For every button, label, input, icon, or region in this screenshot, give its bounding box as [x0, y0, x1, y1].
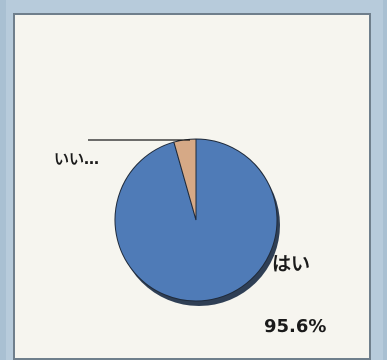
slice-label-no: いい…	[54, 150, 99, 168]
slice-label-yes: はい	[272, 253, 310, 275]
slice-value-yes: 95.6%	[264, 316, 326, 337]
